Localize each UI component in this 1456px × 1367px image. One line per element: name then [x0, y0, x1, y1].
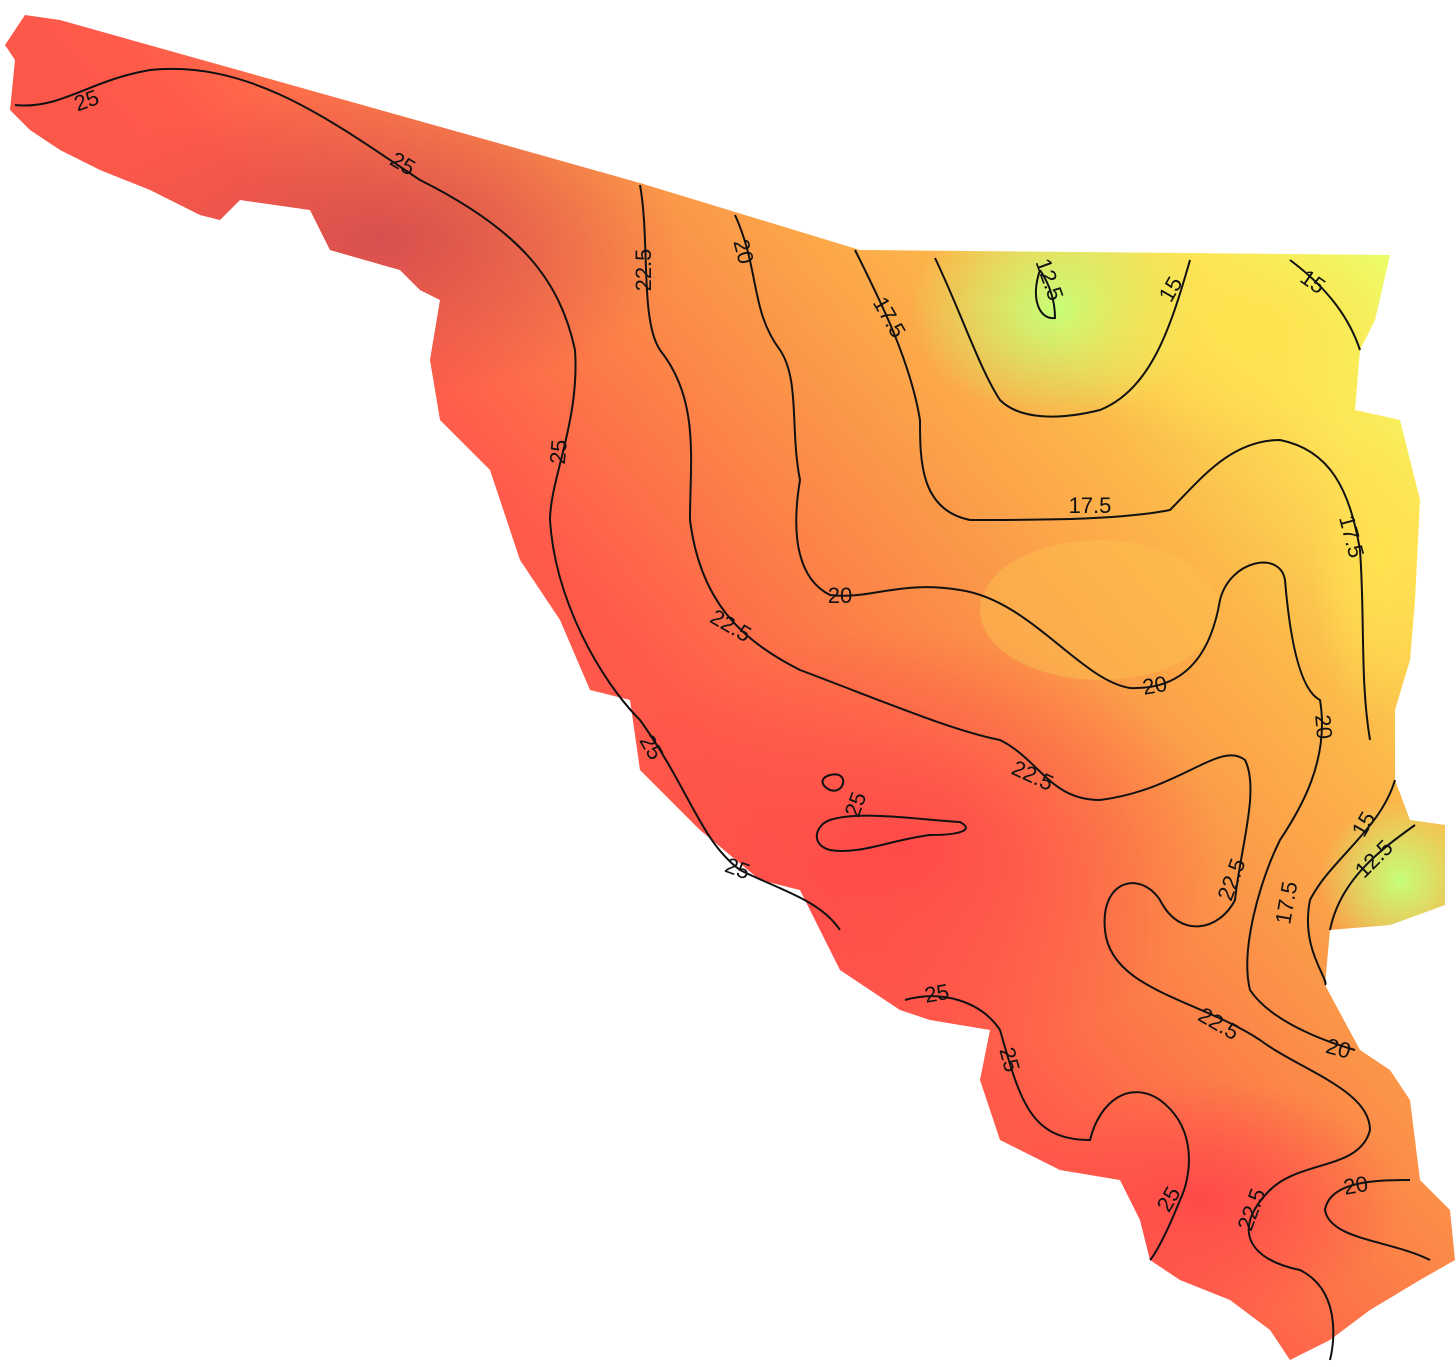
contour-label: 20 [1310, 714, 1337, 741]
contour-lines [14, 67, 1431, 1361]
contour-label: 22.5 [631, 249, 656, 292]
contour-label: 25 [922, 979, 950, 1008]
contour-label: 20 [828, 583, 852, 608]
contour-label: 20 [1341, 1171, 1369, 1200]
contour-label: 20 [1140, 671, 1168, 700]
contour-label: 25 [545, 439, 572, 466]
contour-label: 17.5 [1069, 493, 1112, 518]
